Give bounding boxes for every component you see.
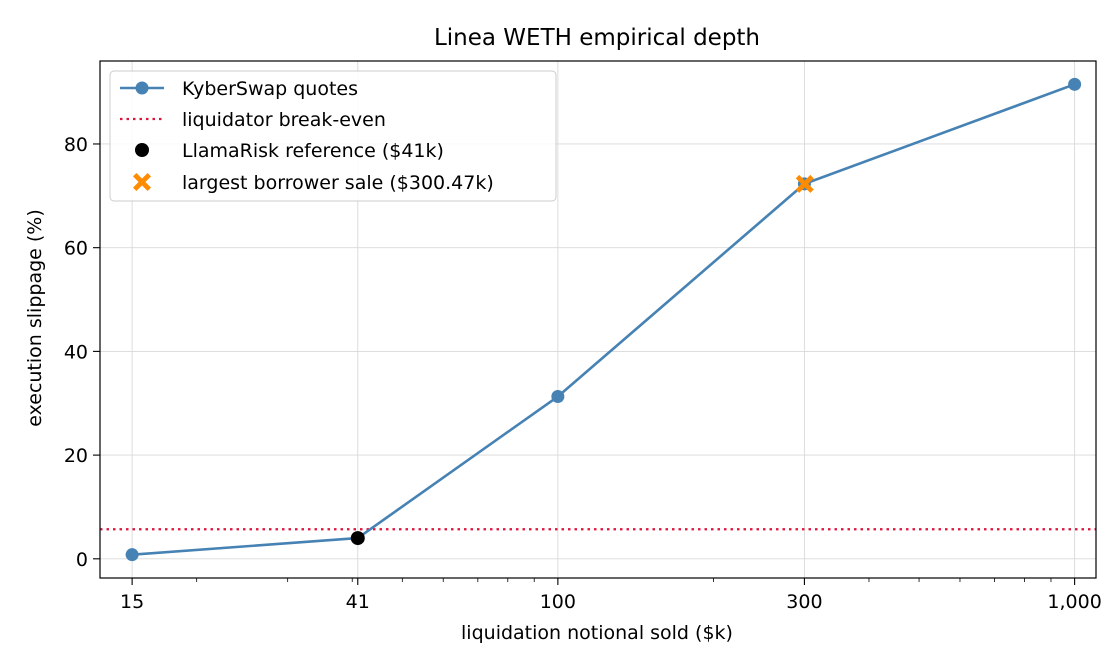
chart-title: Linea WETH empirical depth	[434, 25, 760, 51]
x-tick-label: 300	[786, 591, 822, 613]
y-tick-label: 20	[64, 445, 88, 467]
x-tick-label: 100	[540, 591, 576, 613]
y-tick-label: 0	[76, 549, 88, 571]
legend-label-largest-sale: largest borrower sale ($300.47k)	[182, 172, 494, 194]
kyberswap-point	[551, 390, 565, 404]
legend-x-handle	[133, 173, 151, 191]
legend-label-break-even: liquidator break-even	[182, 109, 386, 131]
legend-dot-handle	[135, 143, 149, 157]
x-tick-label: 41	[346, 591, 370, 613]
legend-label-llamarisk: LlamaRisk reference ($41k)	[182, 140, 444, 162]
largest-borrower-sale-marker	[795, 174, 814, 193]
llamarisk-point	[350, 531, 365, 546]
legend: KyberSwap quotes liquidator break-even Lla…	[109, 70, 557, 202]
legend-label-kyberswap: KyberSwap quotes	[182, 78, 358, 100]
y-axis-label: execution slippage (%)	[24, 209, 46, 427]
axes: 15 41 100 300 1,000 0 20 40 60 80	[64, 134, 1102, 613]
x-axis-label: liquidation notional sold ($k)	[461, 622, 733, 644]
y-tick-label: 60	[64, 238, 88, 260]
plot-frame	[99, 60, 1097, 579]
legend-box	[109, 70, 557, 202]
x-tick-label: 1,000	[1047, 591, 1101, 613]
plot-series	[100, 77, 1096, 562]
kyberswap-point	[125, 548, 139, 562]
x-tick-label: 15	[120, 591, 144, 613]
grid	[100, 61, 1096, 578]
y-tick-label: 40	[64, 341, 88, 363]
y-tick-label: 80	[64, 134, 88, 156]
kyberswap-point	[1068, 77, 1082, 91]
legend-line-marker	[135, 81, 149, 95]
